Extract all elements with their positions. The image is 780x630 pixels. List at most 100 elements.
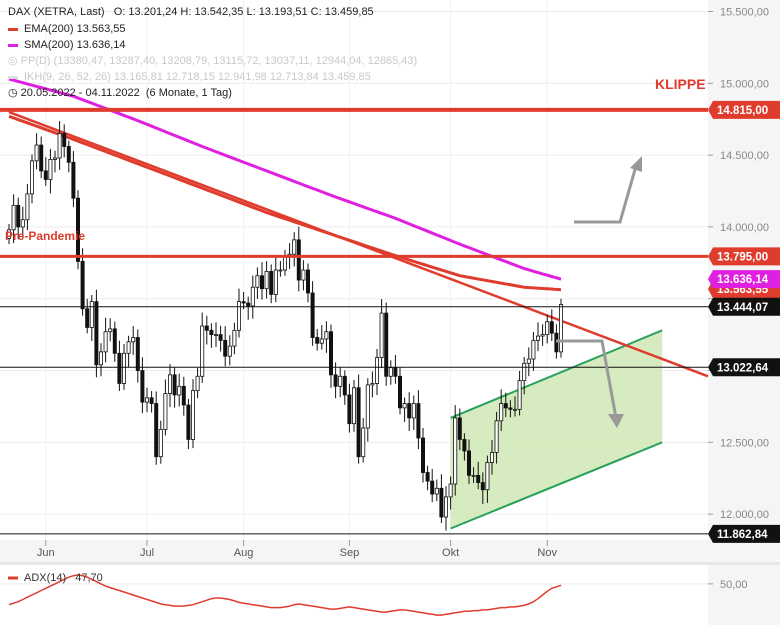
candle-down bbox=[149, 397, 154, 404]
candle-down bbox=[172, 374, 177, 396]
candle-down bbox=[508, 407, 513, 410]
y-tick-label: 15.500,00 bbox=[720, 6, 769, 18]
candle-up bbox=[53, 157, 58, 160]
candle-up bbox=[11, 204, 16, 231]
candle-up bbox=[200, 325, 205, 377]
candle-up bbox=[7, 229, 12, 239]
legend-ema[interactable]: EMA(200) 13.563,55 bbox=[8, 23, 126, 36]
candle-up bbox=[122, 352, 127, 384]
candle-down bbox=[85, 308, 90, 328]
target-icon: ◎ bbox=[8, 55, 21, 67]
sma-swatch-icon bbox=[8, 43, 18, 47]
candle-down bbox=[246, 302, 251, 307]
candle-up bbox=[236, 301, 241, 331]
value-tag-box bbox=[708, 270, 780, 289]
candle-up bbox=[34, 144, 39, 162]
projection-arrows bbox=[556, 156, 642, 428]
candle-up bbox=[489, 451, 494, 463]
candle-down bbox=[204, 325, 209, 331]
candle-down bbox=[62, 133, 67, 147]
candle-down bbox=[549, 321, 554, 334]
candle-down bbox=[181, 385, 186, 406]
range-label: 20.05.2022 - 04.11.2022 bbox=[20, 87, 140, 99]
value-tag-label: 13.444,07 bbox=[717, 302, 768, 314]
value-tag-label: 14.815,00 bbox=[717, 105, 768, 117]
value-tag-box bbox=[708, 358, 780, 377]
candle-up bbox=[131, 337, 136, 343]
adx-label: ADX(14) 47,70 bbox=[24, 572, 103, 584]
y-tick-label: 15.000,00 bbox=[720, 78, 769, 90]
candle-up bbox=[522, 362, 527, 381]
value-tag: 13.795,00 bbox=[708, 247, 780, 266]
candle-up bbox=[434, 487, 439, 495]
candle-down bbox=[384, 312, 389, 377]
candle-down bbox=[43, 170, 48, 180]
candle-down bbox=[117, 352, 122, 384]
candle-up bbox=[540, 334, 545, 337]
candle-down bbox=[462, 439, 467, 452]
candle-up bbox=[531, 339, 536, 360]
candle-down bbox=[80, 260, 85, 310]
value-tag-label: 13.636,14 bbox=[717, 274, 769, 286]
candle-up bbox=[351, 387, 356, 425]
legend-range[interactable]: ◷ 20.05.2022 - 04.11.2022 (6 Monate, 1 T… bbox=[8, 87, 232, 100]
adx-panel: 50,00 bbox=[0, 574, 748, 616]
candle-down bbox=[296, 239, 301, 281]
candle-up bbox=[232, 329, 237, 347]
candle-down bbox=[393, 367, 398, 377]
candle-up bbox=[278, 269, 283, 272]
candle-up bbox=[190, 390, 195, 440]
candle-up bbox=[20, 219, 25, 228]
candle-down bbox=[259, 275, 264, 290]
y-tick-label: 12.000,00 bbox=[720, 509, 769, 521]
y-tick-label: 14.500,00 bbox=[720, 150, 769, 162]
arrow-up-path bbox=[574, 165, 638, 224]
arrow-down-head-icon bbox=[608, 414, 624, 428]
candle-up bbox=[250, 286, 255, 307]
ema-label: EMA(200) 13.563,55 bbox=[24, 23, 126, 35]
ema-200-line bbox=[8, 114, 562, 292]
sma-label: SMA(200) 13.636,14 bbox=[24, 39, 126, 51]
legend-sma[interactable]: SMA(200) 13.636,14 bbox=[8, 39, 126, 52]
candle-down bbox=[112, 328, 117, 354]
candle-up bbox=[126, 341, 131, 354]
candle-down bbox=[76, 197, 81, 262]
range-detail: (6 Monate, 1 Tag) bbox=[145, 87, 232, 99]
candle-down bbox=[480, 482, 485, 491]
candle-up bbox=[471, 474, 476, 477]
candle-down bbox=[241, 301, 246, 304]
candle-up bbox=[25, 193, 30, 221]
candle-down bbox=[71, 161, 76, 199]
candle-down bbox=[342, 375, 347, 396]
candle-down bbox=[218, 334, 223, 341]
legend-pp[interactable]: ◎ PP(D) (13380,47, 13287,40, 13208,79, 1… bbox=[8, 55, 417, 68]
candle-down bbox=[457, 417, 462, 440]
candle-down bbox=[94, 301, 99, 366]
value-tag: 13.636,14 bbox=[708, 270, 780, 289]
candle-up bbox=[108, 328, 113, 333]
candle-up bbox=[292, 239, 297, 255]
candle-down bbox=[425, 472, 430, 482]
candle-down bbox=[397, 375, 402, 409]
candle-up bbox=[388, 367, 393, 377]
candle-up bbox=[255, 275, 260, 288]
candle-up bbox=[273, 269, 278, 295]
candle-down bbox=[407, 403, 412, 419]
channel-lower-line bbox=[450, 441, 663, 530]
candle-up bbox=[379, 312, 384, 359]
instrument-name: DAX (XETRA, Last) bbox=[8, 6, 105, 18]
value-tag: 11.862,84 bbox=[708, 524, 780, 543]
candle-up bbox=[144, 397, 149, 403]
candle-up bbox=[213, 334, 218, 337]
value-tag: 14.815,00 bbox=[708, 100, 780, 119]
candle-up bbox=[517, 380, 522, 410]
candle-down bbox=[554, 332, 559, 353]
legend-ikh[interactable]: IKH(9, 26, 52, 26) 13.165,81 12.718,15 1… bbox=[8, 71, 371, 84]
candle-up bbox=[374, 357, 379, 384]
value-tag: 13.444,07 bbox=[708, 297, 780, 316]
candle-up bbox=[513, 408, 518, 411]
price-axis: 15.500,0015.000,0014.500,0014.000,0013.5… bbox=[708, 6, 780, 543]
candle-up bbox=[324, 331, 329, 340]
value-tag-box bbox=[708, 100, 780, 119]
